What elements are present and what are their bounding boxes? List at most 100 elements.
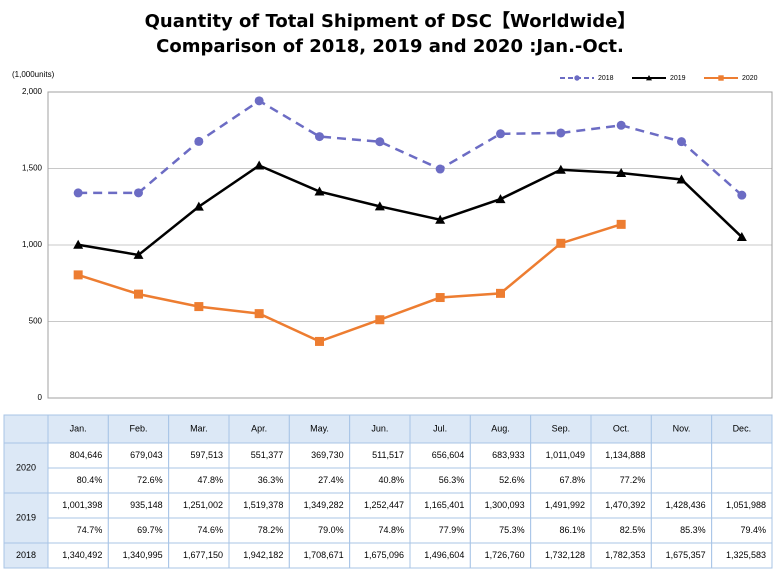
table-header: Jan. — [70, 423, 87, 433]
table-value: 56.3% — [439, 475, 465, 485]
table-value: 1,675,357 — [666, 550, 706, 560]
data-point — [374, 201, 385, 211]
data-point — [254, 96, 264, 106]
table-cell — [530, 492, 592, 519]
table-value: 74.8% — [378, 525, 404, 535]
y-tick-label: 1,000 — [22, 240, 43, 249]
legend-label: 2020 — [742, 75, 758, 82]
table-cell — [530, 542, 592, 569]
y-tick-label: 0 — [38, 393, 43, 402]
table-cell — [3, 442, 49, 494]
table-cell — [590, 442, 652, 469]
series-line — [78, 99, 743, 197]
data-point — [736, 232, 747, 242]
table-header: May. — [310, 423, 329, 433]
legend-marker — [574, 75, 580, 81]
row-label: 2019 — [16, 512, 36, 522]
table-header: Nov. — [673, 423, 691, 433]
chart-subtitle: Comparison of 2018, 2019 and 2020 :Jan.-… — [156, 36, 624, 57]
table-header: Feb. — [129, 423, 147, 433]
table-value: 1,011,049 — [546, 450, 585, 460]
table-value: 1,470,392 — [605, 500, 645, 510]
data-point — [375, 137, 385, 147]
table-cell — [168, 442, 230, 469]
table-value: 86.1% — [559, 525, 585, 535]
data-point — [435, 164, 445, 174]
table-value: 1,252,447 — [364, 500, 404, 510]
data-point — [134, 188, 143, 198]
table-cell — [530, 442, 592, 469]
table-cell — [409, 442, 471, 469]
table-cell — [409, 467, 471, 494]
table-cell — [711, 542, 773, 569]
table-value: 1,519,378 — [243, 500, 283, 510]
table-cell — [590, 517, 652, 544]
chart-title: Quantity of Total Shipment of DSC【Worldw… — [145, 11, 636, 32]
table-cell — [530, 467, 592, 494]
table-value: 27.4% — [318, 475, 344, 485]
data-point — [495, 194, 506, 204]
table-header: Dec. — [733, 423, 752, 433]
table-value: 683,933 — [492, 450, 525, 460]
table-value: 40.8% — [378, 475, 404, 485]
data-point — [616, 219, 626, 229]
table-cell — [107, 517, 170, 544]
data-point — [555, 164, 566, 174]
data-point — [496, 129, 505, 139]
table-cell — [47, 442, 109, 469]
table-cell — [409, 492, 471, 519]
table-cell — [168, 492, 230, 519]
table-value: 1,732,128 — [545, 550, 585, 560]
table-value: 1,675,096 — [364, 550, 404, 560]
table-value: 79.0% — [318, 525, 344, 535]
table-value: 1,782,353 — [605, 550, 645, 560]
table-cell — [590, 492, 652, 519]
table-cell — [47, 467, 109, 494]
table-header: Mar. — [190, 423, 208, 433]
table-value: 1,134,888 — [605, 450, 645, 460]
row-label: 2020 — [16, 462, 36, 472]
table-value: 1,051,988 — [726, 500, 766, 510]
table-cell — [228, 442, 290, 469]
table-value: 1,340,492 — [62, 550, 102, 560]
table-value: 1,496,604 — [424, 550, 464, 560]
table-cell — [107, 442, 170, 469]
legend-label: 2019 — [670, 75, 686, 82]
table-cell — [168, 414, 230, 444]
table-cell — [228, 414, 290, 444]
table-cell — [650, 442, 713, 469]
table-cell — [711, 467, 773, 494]
table-value: 369,730 — [311, 450, 344, 460]
table-value: 1,001,398 — [62, 500, 102, 510]
table-value: 804,646 — [70, 450, 103, 460]
table-value: 80.4% — [77, 475, 103, 485]
data-point — [375, 315, 385, 325]
data-point — [133, 249, 144, 259]
table-header: Apr. — [251, 423, 267, 433]
table-value: 1,428,436 — [666, 500, 706, 510]
y-tick-label: 2,000 — [22, 87, 43, 96]
data-point — [254, 160, 265, 170]
table-value: 1,349,282 — [304, 500, 344, 510]
table-cell — [711, 442, 773, 469]
table-cell — [469, 517, 532, 544]
plot-frame — [47, 91, 773, 399]
table-value: 1,708,671 — [304, 550, 344, 560]
data-point — [616, 120, 626, 130]
table-value: 67.8% — [559, 475, 585, 485]
data-point — [315, 336, 324, 346]
table-cell — [168, 467, 230, 494]
table-value: 597,513 — [190, 450, 223, 460]
y-axis-label: (1,000units) — [12, 70, 55, 79]
table-header: Jul. — [433, 423, 447, 433]
data-point — [435, 293, 445, 303]
table-value: 1,300,093 — [485, 500, 525, 510]
data-point — [194, 302, 204, 312]
data-point — [496, 288, 505, 298]
table-value: 75.3% — [499, 525, 525, 535]
y-tick-label: 500 — [29, 317, 43, 326]
table-value: 1,325,583 — [726, 550, 766, 560]
table-cell — [47, 492, 109, 519]
data-point — [737, 190, 747, 200]
